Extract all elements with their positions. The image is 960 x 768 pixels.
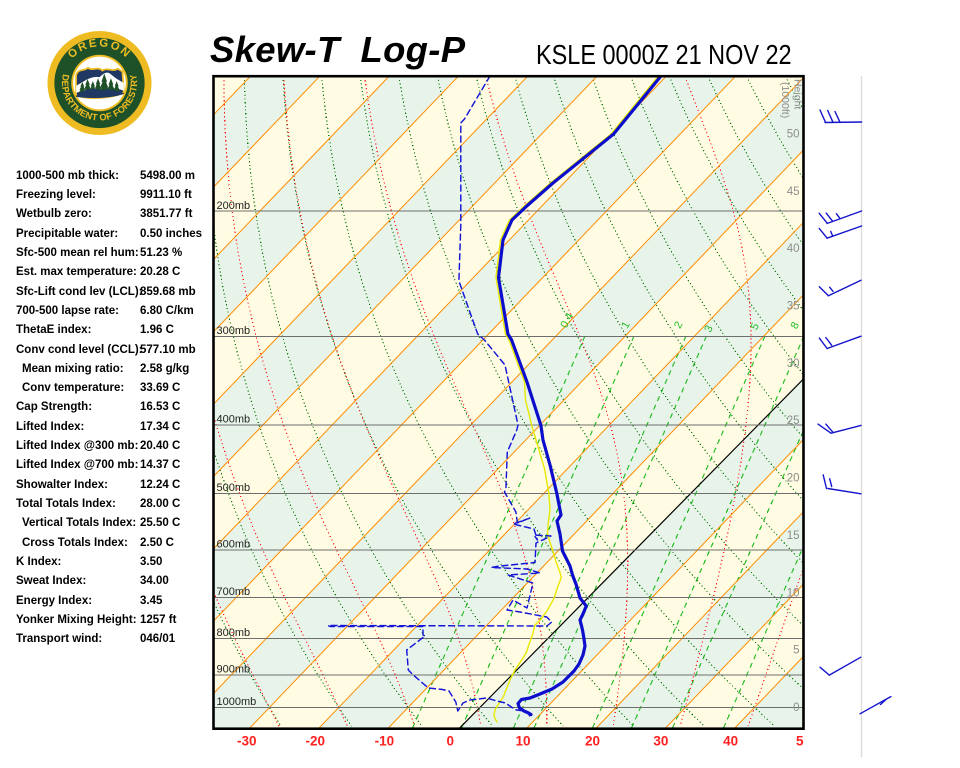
- svg-text:50: 50: [787, 128, 800, 140]
- svg-text:20: 20: [787, 473, 800, 485]
- svg-text:600mb: 600mb: [217, 539, 251, 551]
- svg-text:900mb: 900mb: [217, 664, 251, 676]
- svg-text:5: 5: [793, 645, 799, 657]
- svg-text:8: 8: [789, 320, 802, 331]
- svg-text:3: 3: [702, 323, 715, 334]
- svg-text:10: 10: [515, 734, 530, 749]
- svg-text:700mb: 700mb: [217, 586, 251, 598]
- svg-text:15: 15: [787, 530, 800, 542]
- svg-text:5: 5: [749, 321, 762, 332]
- svg-text:1: 1: [619, 320, 632, 331]
- svg-text:40: 40: [787, 243, 800, 255]
- svg-text:(1000ft): (1000ft): [779, 82, 791, 118]
- svg-text:30: 30: [653, 734, 668, 749]
- svg-text:Height: Height: [792, 79, 804, 109]
- svg-text:-30: -30: [237, 734, 257, 749]
- svg-text:500mb: 500mb: [217, 482, 251, 494]
- svg-text:-20: -20: [306, 734, 326, 749]
- svg-text:-10: -10: [375, 734, 395, 749]
- svg-text:200mb: 200mb: [217, 200, 251, 212]
- svg-text:10: 10: [787, 587, 800, 599]
- svg-text:0: 0: [447, 734, 455, 749]
- svg-text:5: 5: [796, 734, 804, 749]
- svg-text:25: 25: [787, 415, 800, 427]
- svg-text:20: 20: [585, 734, 600, 749]
- svg-text:1000mb: 1000mb: [217, 696, 257, 708]
- svg-text:800mb: 800mb: [217, 627, 251, 639]
- svg-text:45: 45: [787, 186, 800, 198]
- svg-text:30: 30: [787, 358, 800, 370]
- svg-text:0: 0: [793, 702, 799, 714]
- svg-text:2: 2: [672, 320, 685, 331]
- svg-text:35: 35: [787, 301, 800, 313]
- svg-text:400mb: 400mb: [217, 413, 251, 425]
- svg-text:300mb: 300mb: [217, 325, 251, 337]
- svg-text:40: 40: [723, 734, 738, 749]
